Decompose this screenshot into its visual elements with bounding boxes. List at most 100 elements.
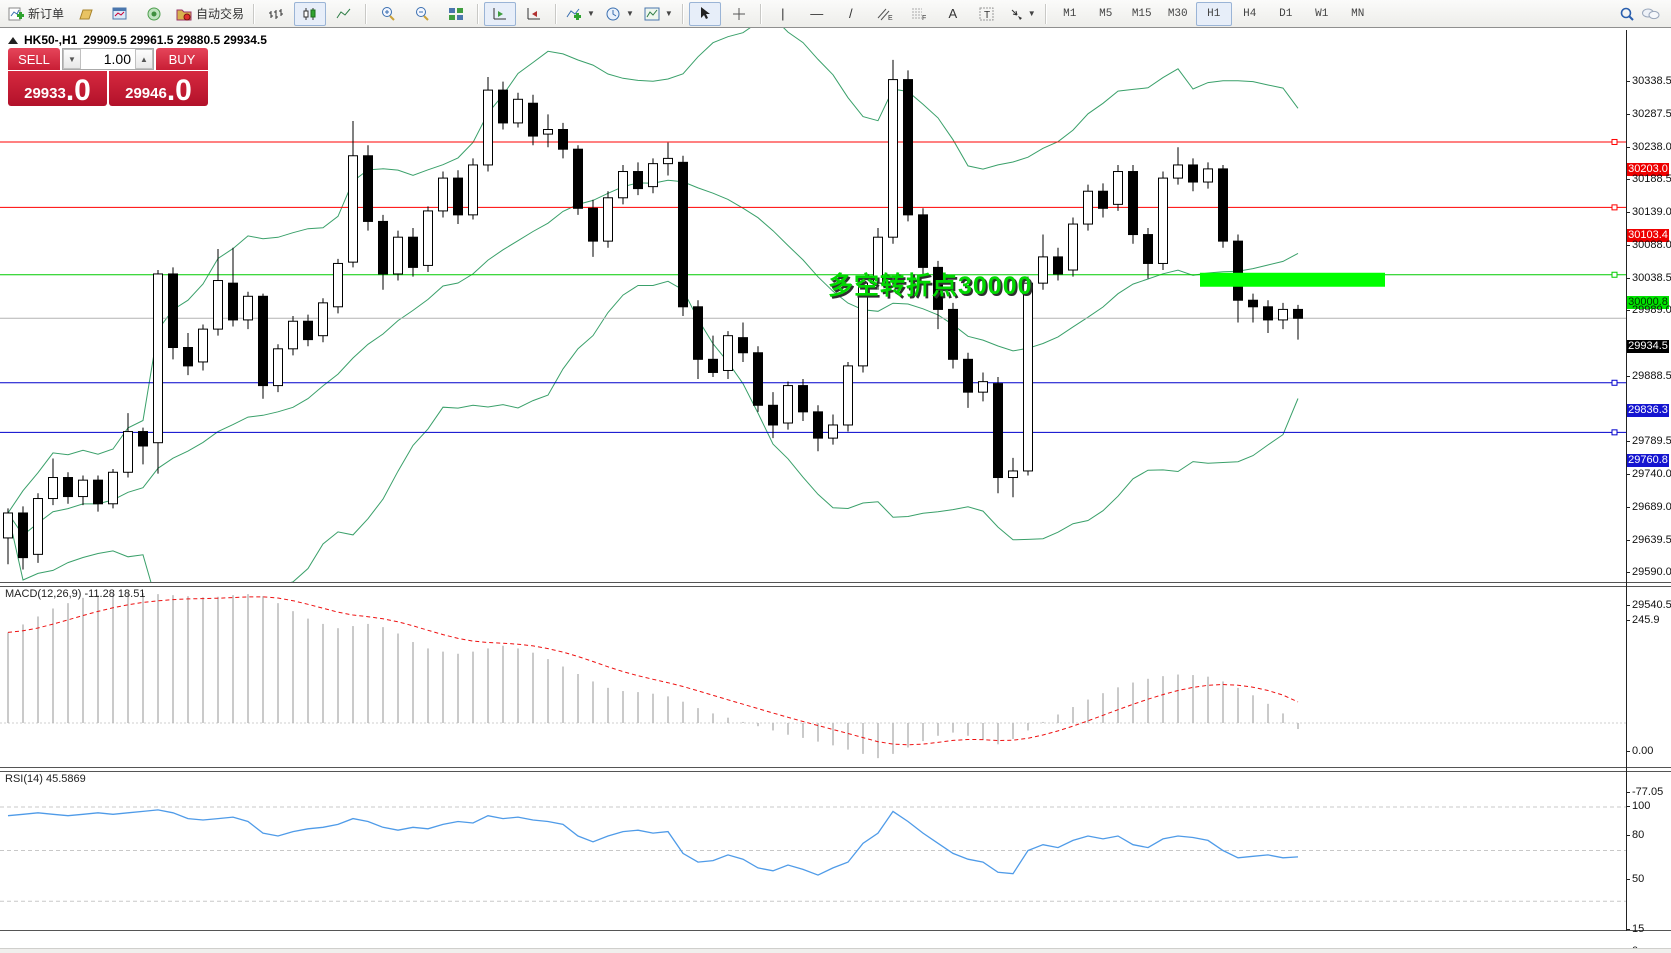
autotrading-button[interactable]: 自动交易	[172, 2, 248, 26]
candle-body	[633, 171, 643, 190]
bar-chart-button[interactable]	[260, 2, 292, 26]
arrows-icon	[1011, 9, 1022, 20]
buy-price-fraction: .0	[166, 74, 192, 107]
timeframe-button-m30[interactable]: M30	[1167, 7, 1188, 20]
timeframe-button-h1[interactable]: H1	[1195, 1, 1232, 26]
candle-body	[378, 220, 388, 275]
zoom-out-button[interactable]	[406, 2, 438, 26]
candle-body	[1113, 171, 1123, 205]
charts-icon	[112, 6, 128, 22]
candle-body	[1233, 240, 1243, 301]
candle-body	[618, 171, 628, 199]
buy-button[interactable]: BUY	[156, 48, 208, 70]
timeframe-button-mn[interactable]: MN	[1351, 7, 1365, 20]
chart-text-annotation[interactable]: 多空转折点30000	[828, 272, 1033, 300]
price-tick-label: 29590.0	[1632, 566, 1671, 579]
rsi-scale-label: 80	[1632, 829, 1645, 841]
collapse-panel-icon[interactable]	[8, 36, 18, 44]
highlight-rectangle	[1200, 272, 1385, 287]
fibonacci-tool-button[interactable]: F	[903, 2, 935, 26]
candle-body	[708, 358, 718, 373]
chart-shift-button[interactable]	[518, 2, 550, 26]
timeframe-button-w1[interactable]: W1	[1315, 7, 1329, 20]
candle-body	[198, 328, 208, 363]
price-tick-label: 30088.0	[1632, 239, 1671, 252]
periods-button[interactable]: ▼	[601, 2, 638, 26]
candle-body	[393, 236, 403, 275]
horizontal-line-tool-button[interactable]: —	[801, 2, 833, 26]
indicators-icon	[566, 8, 582, 20]
new-order-button[interactable]: 新订单	[4, 2, 68, 26]
price-tick-label: 30287.5	[1632, 108, 1671, 121]
candle-body	[918, 214, 928, 268]
candle-body	[183, 347, 193, 367]
zoom-in-button[interactable]	[372, 2, 404, 26]
channel-tool-button[interactable]: E	[869, 2, 901, 26]
volume-increase-button[interactable]: ▲	[135, 49, 153, 69]
candle-body	[408, 236, 418, 268]
candle-body	[558, 128, 568, 150]
auto-scroll-button[interactable]	[484, 1, 517, 26]
macd-plot	[0, 592, 1626, 759]
text-label-tool-button[interactable]: T	[971, 2, 1003, 26]
chevron-down-icon: ▼	[1027, 9, 1036, 18]
main-chart-plot[interactable]	[0, 28, 1671, 583]
pane-splitter	[0, 930, 1671, 932]
price-axis-line	[1626, 30, 1627, 931]
new-order-icon	[8, 6, 24, 22]
candle-body	[1188, 164, 1198, 183]
line-chart-button[interactable]	[328, 2, 360, 26]
sell-button[interactable]: SELL	[8, 48, 60, 70]
candle-body	[498, 89, 508, 124]
templates-button[interactable]: ▼	[640, 2, 677, 26]
community-icon[interactable]	[1641, 6, 1661, 22]
timeframe-button-d1[interactable]: D1	[1279, 7, 1293, 20]
candle-body	[1023, 282, 1033, 472]
candle-body	[108, 471, 118, 505]
candle-body	[963, 358, 973, 393]
candle-body	[873, 236, 883, 284]
tile-windows-button[interactable]	[440, 2, 472, 26]
candle-body	[858, 282, 868, 367]
crosshair-tool-button[interactable]	[723, 2, 755, 26]
candle-body	[948, 308, 958, 360]
profiles-button[interactable]	[70, 2, 102, 26]
volume-input[interactable]	[81, 49, 135, 69]
candle-body	[153, 273, 163, 444]
charts-button[interactable]	[104, 2, 136, 26]
candle-body	[228, 282, 238, 321]
search-icon[interactable]	[1619, 6, 1635, 22]
candle-body	[453, 177, 463, 216]
candle-body	[603, 197, 613, 242]
pane-splitter[interactable]	[0, 582, 1671, 587]
cursor-tool-button[interactable]	[688, 1, 721, 26]
price-tick-label: 29540.5	[1632, 599, 1671, 611]
volume-decrease-button[interactable]: ▼	[63, 49, 81, 69]
text-tool-button[interactable]: A	[937, 2, 969, 26]
timeframe-bar: M1 M5 M15 M30 H1 H4 D1 W1 MN	[1052, 1, 1376, 26]
vertical-line-tool-button[interactable]: |	[767, 2, 799, 26]
candle-body	[48, 477, 58, 500]
candlestick-chart-button[interactable]	[294, 1, 327, 26]
price-tick-label: 30338.5	[1632, 75, 1671, 87]
timeframe-button-m1[interactable]: M1	[1063, 7, 1077, 20]
sell-price-display[interactable]: 29933 .0	[8, 71, 107, 106]
candle-body	[288, 320, 298, 350]
buy-price-display[interactable]: 29946 .0	[109, 71, 208, 106]
rsi-scale-label: 100	[1632, 800, 1651, 812]
price-tick-label: 30188.5	[1632, 173, 1671, 186]
chart-window[interactable]: 30203.0 30103.4 30000.8 29836.3 29760.8 29934…	[0, 28, 1671, 953]
timeframe-button-m5[interactable]: M5	[1099, 7, 1113, 20]
timeframe-button-m15[interactable]: M15	[1131, 7, 1152, 20]
trendline-tool-button[interactable]: /	[835, 2, 867, 26]
price-badge: 30203.0	[1627, 163, 1669, 177]
timeframe-button-h4[interactable]: H4	[1243, 7, 1257, 20]
pane-splitter[interactable]	[0, 767, 1671, 772]
indicators-button[interactable]: ▼	[562, 2, 599, 26]
candle-body	[333, 262, 343, 308]
candle-body	[753, 352, 763, 406]
candle-body	[483, 89, 493, 166]
metaquotes-button[interactable]	[138, 2, 170, 26]
arrows-tool-button[interactable]: ▼	[1005, 2, 1040, 26]
candle-body	[543, 128, 553, 135]
